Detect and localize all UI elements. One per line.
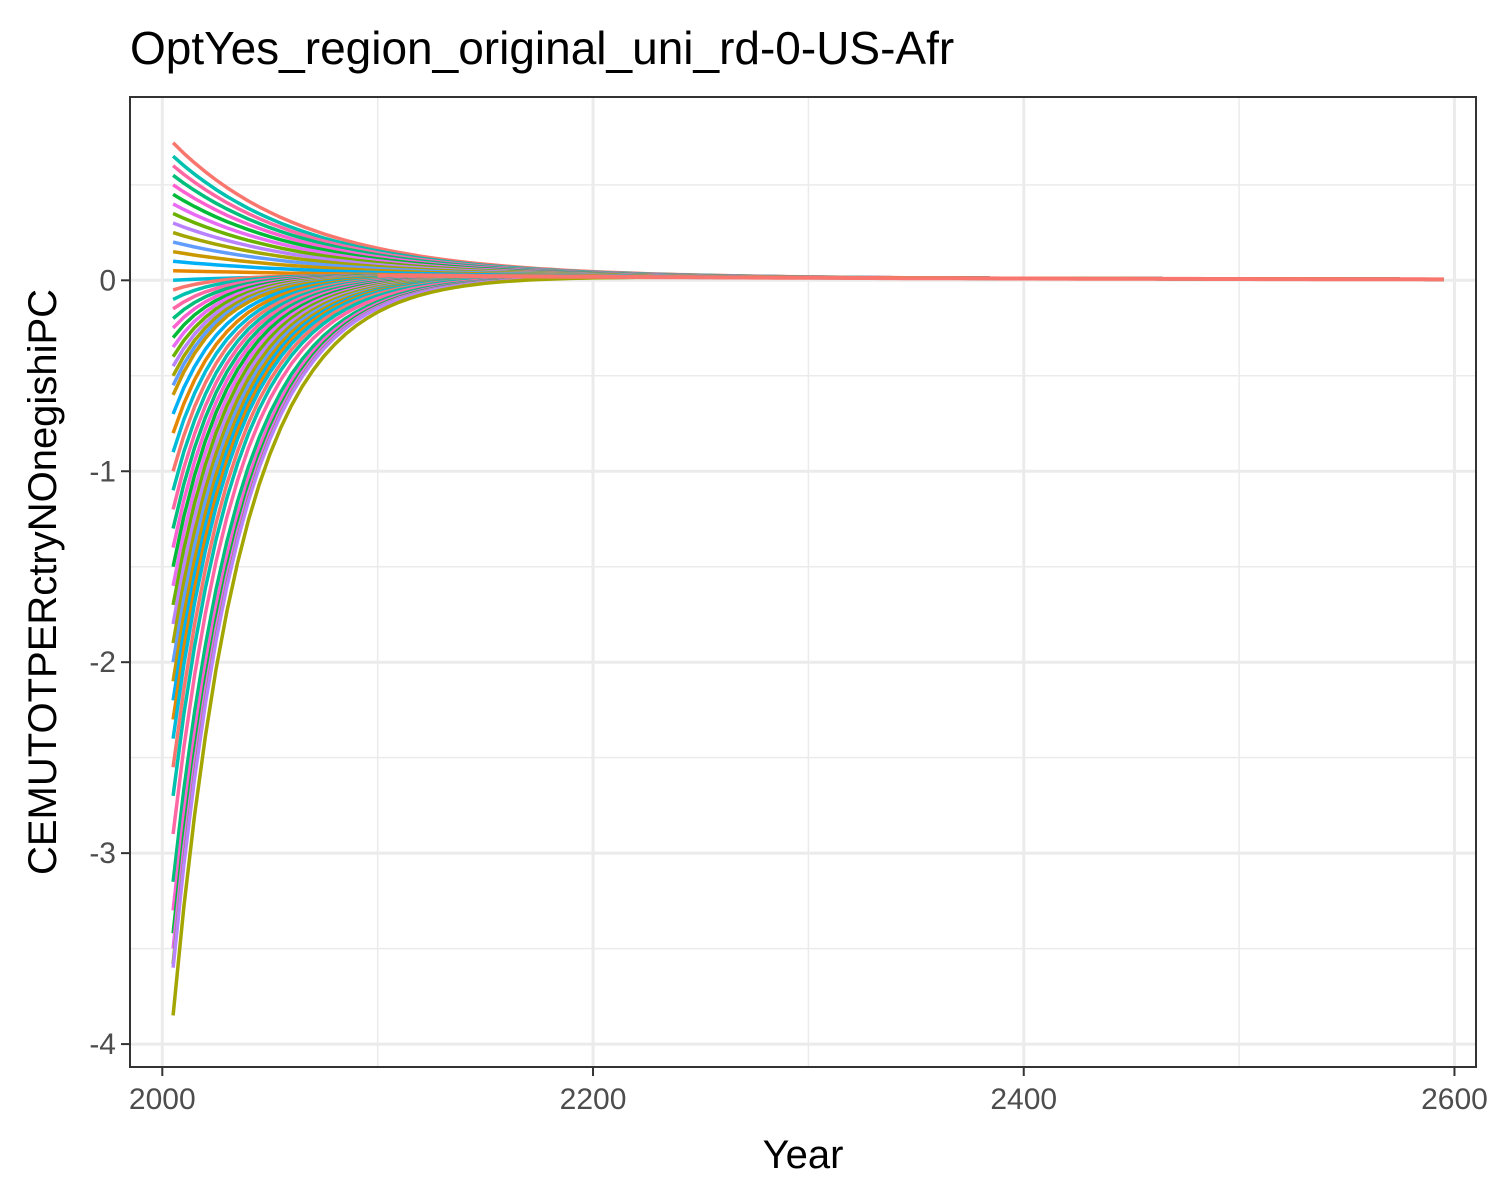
x-tick-label: 2400: [990, 1083, 1057, 1116]
x-tick-label: 2000: [129, 1083, 196, 1116]
x-tick-label: 2200: [560, 1083, 627, 1116]
series-lines: [171, 141, 1444, 1016]
x-tick-label: 2600: [1421, 1083, 1488, 1116]
x-axis-title: Year: [763, 1133, 844, 1177]
series-line: [377, 273, 1444, 282]
y-axis-title: CEMUTOTPERctryNOnegishiPC: [21, 289, 65, 875]
y-tick-label: 0: [99, 264, 116, 297]
y-tick-label: -2: [89, 646, 116, 679]
chart-title: OptYes_region_original_uni_rd-0-US-Afr: [130, 22, 954, 74]
axis-ticks: 2000 2200 2400 2600 -4 -3 -2 -1 0: [89, 264, 1488, 1116]
y-tick-label: -3: [89, 837, 116, 870]
y-tick-label: -4: [89, 1028, 116, 1061]
plot-panel-border: [129, 96, 1477, 1068]
grid-lines: [130, 97, 1476, 1067]
y-tick-label: -1: [89, 455, 116, 488]
